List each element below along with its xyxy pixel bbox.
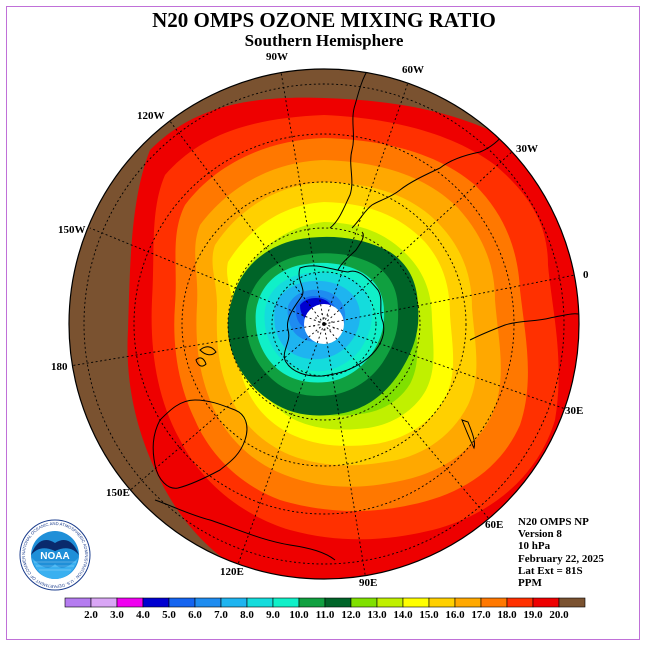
info-block: N20 OMPS NP Version 8 10 hPa February 22… [518, 516, 604, 589]
lon-label-120w: 120W [137, 110, 165, 122]
antarctica-coast [283, 265, 385, 377]
lon-label-60w: 60W [402, 64, 424, 76]
lon-label-30e: 30E [565, 405, 583, 417]
page-title: N20 OMPS OZONE MIXING RATIO [152, 8, 496, 32]
lon-label-90e: 90E [359, 577, 377, 589]
noaa-logo-text: NOAA [40, 551, 69, 562]
figure-frame [6, 6, 640, 640]
ozone-contour-field [69, 69, 579, 579]
madagascar [461, 419, 475, 450]
lon-label-30w: 30W [516, 143, 538, 155]
lon-label-120e: 120E [220, 566, 244, 578]
info-date: February 22, 2025 [518, 552, 604, 565]
se-asia [154, 499, 336, 561]
lon-label-150w: 150W [58, 224, 86, 236]
lon-label-150e: 150E [106, 487, 130, 499]
page-subtitle: Southern Hemisphere [244, 31, 404, 50]
new-zealand [195, 346, 217, 367]
info-version: Version 8 [518, 528, 562, 541]
info-product: N20 OMPS NP [518, 516, 589, 528]
info-lat-ext: Lat Ext = 81S [518, 564, 583, 577]
lon-label-180: 180 [51, 361, 68, 373]
noaa-logo: NATIONAL OCEANIC AND ATMOSPHERIC ADMINIS… [18, 518, 91, 591]
graticule [69, 69, 579, 579]
lon-label-90w: 90W [266, 51, 288, 63]
lon-label-60e: 60E [485, 519, 503, 531]
info-level: 10 hPa [518, 540, 551, 553]
info-units: PPM [518, 577, 542, 590]
lon-label-0: 0 [583, 269, 589, 281]
map-boundary [68, 68, 580, 580]
africa-tip [469, 313, 579, 341]
